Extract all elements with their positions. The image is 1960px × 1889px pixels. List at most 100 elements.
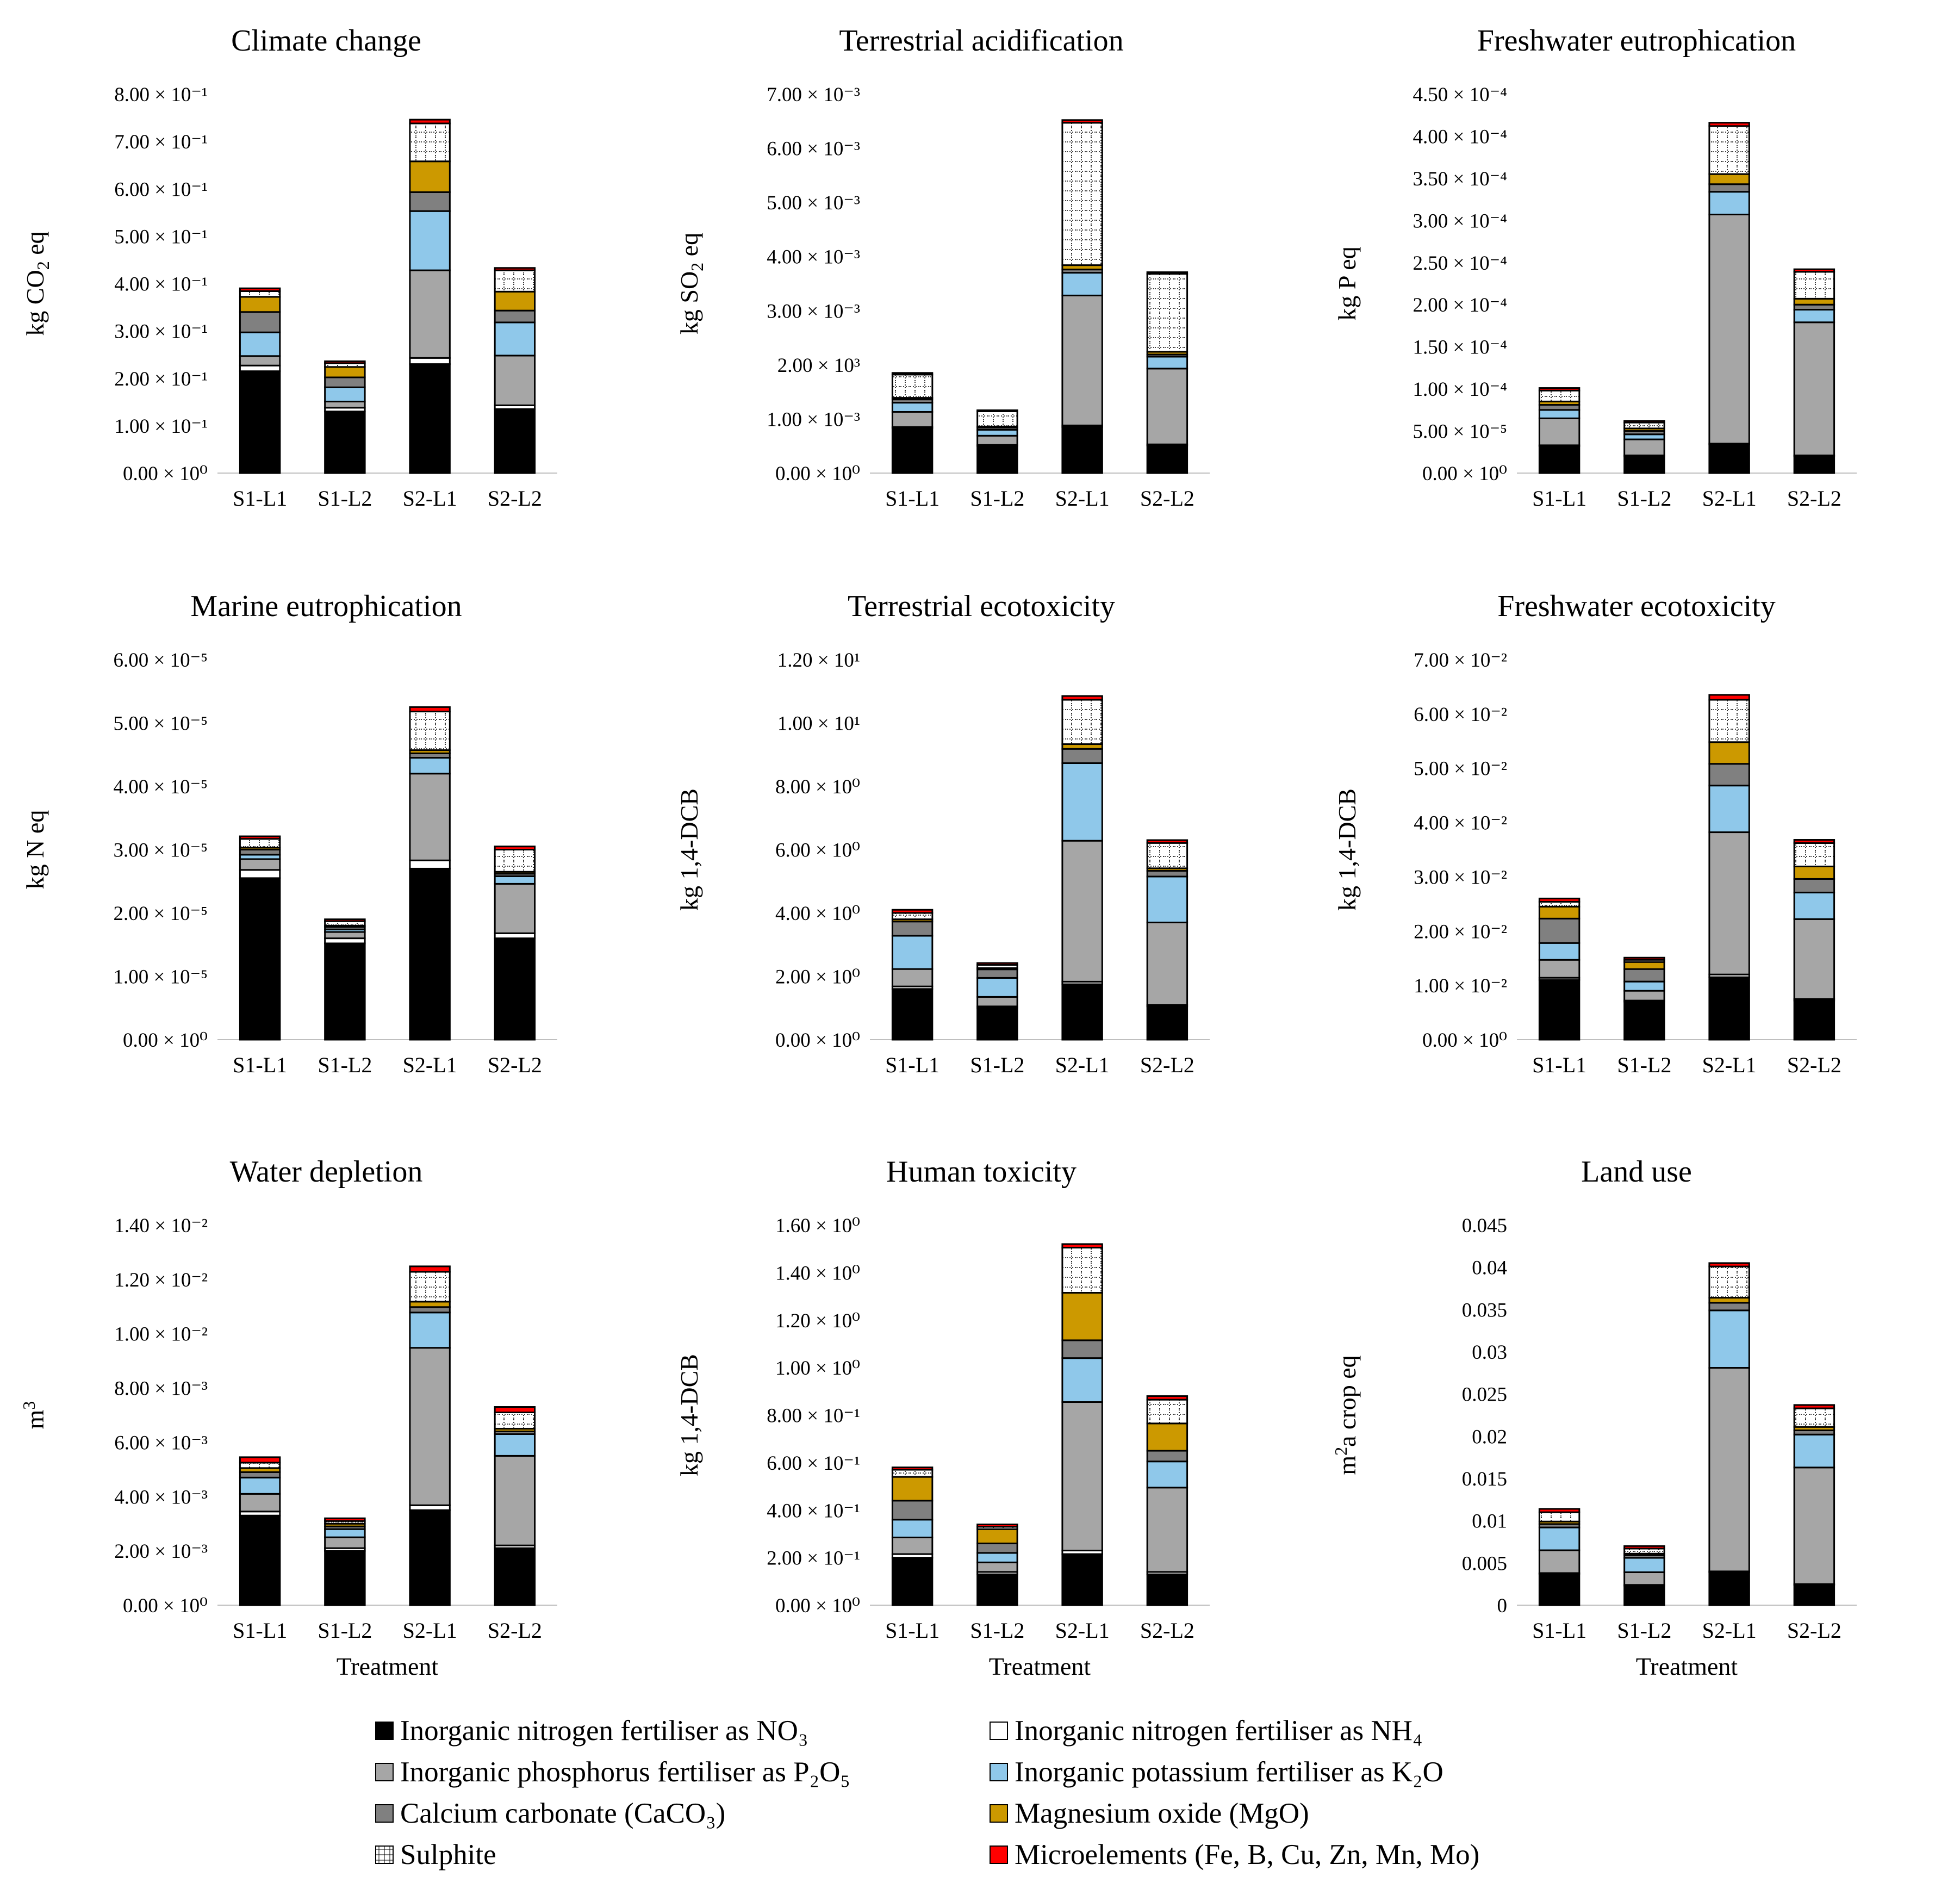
bar-segment-so3	[1061, 1247, 1103, 1294]
legend-item-k2o: Inorganic potassium fertiliser as K₂O	[990, 1753, 1443, 1791]
y-tick-label: 0.03	[1472, 1341, 1507, 1364]
y-tick-label: 3.00 × 10⁻²	[1414, 866, 1507, 888]
y-axis-title: kg SO2 eq	[675, 233, 707, 334]
y-tick-label: 1.00 × 10⁻²	[1414, 975, 1507, 997]
y-tick-label: 8.00 × 10⁻¹	[114, 84, 208, 106]
x-tick-label: S2-L1	[1702, 1618, 1757, 1643]
bar-S1-L1	[1538, 387, 1581, 474]
y-tick-label: 2.00 × 10⁻¹	[114, 368, 208, 390]
legend-item-caco3: Calcium carbonate (CaCO₃)	[375, 1794, 725, 1832]
y-tick-label: 0.00 × 10⁰	[123, 1595, 208, 1617]
bar-segment-k2o	[976, 977, 1018, 998]
x-tick-label: S1-L2	[970, 1053, 1024, 1077]
y-tick-label: 2.00 × 10⁰	[775, 966, 860, 989]
bar-segment-p2o5	[891, 411, 934, 428]
bar-segment-mgo	[976, 1528, 1018, 1544]
bar-segment-k2o	[891, 935, 934, 970]
bar-S1-L1	[891, 909, 934, 1041]
bar-segment-no3	[1538, 979, 1581, 1041]
legend-label: Magnesium oxide (MgO)	[1015, 1798, 1309, 1829]
bar-segment-k2o	[494, 875, 536, 885]
y-tick-label: 2.50 × 10⁻⁴	[1413, 252, 1507, 275]
bar-S2-L1	[1708, 122, 1750, 474]
chart-climate-change: Climate change 0.00 × 10⁰ 1.00 × 10⁻¹ 2.00 …	[21, 24, 557, 511]
x-tick-label: S2-L2	[488, 486, 542, 511]
bar-S1-L1	[1538, 897, 1581, 1041]
bar-segment-no3	[239, 1514, 281, 1606]
bar-segment-mgo	[1623, 961, 1665, 970]
x-tick-label: S2-L2	[1787, 1618, 1841, 1643]
y-tick-label: 4.00 × 10⁻⁵	[113, 776, 208, 798]
bar-segment-no3	[494, 1547, 536, 1606]
bar-S2-L1	[1061, 1243, 1103, 1606]
bar-segment-so3	[1146, 842, 1189, 869]
y-tick-label: 6.00 × 10⁻⁵	[113, 649, 208, 672]
bar-segment-caco3	[1708, 763, 1750, 787]
bar-segment-so3	[1793, 1407, 1835, 1428]
bar-segment-mgo	[239, 296, 281, 313]
bar-segment-no3	[1623, 455, 1665, 474]
y-tick-label: 2.00 × 10⁻²	[1414, 921, 1507, 943]
bar-segment-caco3	[1061, 1339, 1103, 1359]
x-tick-label: S1-L2	[318, 486, 372, 511]
bar-S2-L2	[1146, 271, 1189, 474]
bar-segment-p2o5	[1538, 417, 1581, 446]
x-tick-label: S1-L1	[885, 1618, 939, 1643]
chart-freshwater-ecotoxicity: Freshwater ecotoxicity 0.00 × 10⁰ 1.00 × 1…	[1333, 589, 1857, 1077]
y-tick-label: 7.00 × 10⁻¹	[114, 131, 208, 153]
y-tick-label: 6.00 × 10⁻³	[114, 1432, 208, 1454]
bar-segment-no3	[494, 408, 536, 474]
bar-segment-no3	[324, 1550, 366, 1606]
bar-segment-no3	[409, 1509, 451, 1606]
bar-segment-p2o5	[494, 1455, 536, 1546]
bar-segment-p2o5	[1708, 831, 1750, 975]
y-tick-label: 4.00 × 10⁻¹	[114, 274, 208, 296]
y-tick-label: 2.00 × 10⁻⁴	[1413, 294, 1507, 316]
chart-title: Human toxicity	[886, 1155, 1077, 1189]
chart-title: Climate change	[231, 24, 421, 58]
legend-label: Inorganic phosphorus fertiliser as P₂O₅	[400, 1756, 850, 1788]
bar-segment-caco3	[1708, 183, 1750, 193]
y-tick-label: 2.00 × 10⁻¹	[767, 1548, 860, 1570]
bar-segment-so3	[1793, 842, 1835, 867]
x-tick-label: S1-L1	[233, 1053, 287, 1077]
bar-segment-k2o	[409, 757, 451, 775]
bar-segment-no3	[1708, 976, 1750, 1041]
bar-segment-no3	[1146, 1573, 1189, 1606]
legend-label: Sulphite	[400, 1839, 496, 1871]
bar-segment-k2o	[494, 1433, 536, 1457]
bar-segment-no3	[1146, 1005, 1189, 1041]
bar-segment-nh4	[239, 364, 281, 372]
chart-title: Freshwater ecotoxicity	[1497, 589, 1776, 623]
bar-segment-k2o	[409, 1312, 451, 1349]
bar-segment-k2o	[494, 321, 536, 357]
bar-segment-micro	[494, 267, 536, 271]
bar-segment-caco3	[1623, 968, 1665, 983]
bar-segment-p2o5	[1793, 1467, 1835, 1585]
bar-segment-p2o5	[409, 1347, 451, 1506]
y-tick-label: 1.20 × 10⁻²	[114, 1269, 208, 1291]
bar-segment-micro	[1623, 956, 1665, 961]
chart-title: Freshwater eutrophication	[1477, 24, 1796, 58]
x-tick-label: S2-L2	[1140, 1618, 1194, 1643]
bar-segment-so3	[1538, 1511, 1581, 1523]
bar-segment-so3	[494, 1412, 536, 1430]
y-tick-label: 8.00 × 10⁻¹	[767, 1405, 860, 1427]
bar-segment-mgo	[891, 1476, 934, 1502]
bar-segment-so3	[409, 122, 451, 163]
bar-segment-p2o5	[1793, 918, 1835, 1000]
bar-segment-k2o	[1146, 875, 1189, 923]
bar-segment-p2o5	[1146, 1487, 1189, 1573]
bar-segment-caco3	[891, 921, 934, 937]
y-tick-label: 4.00 × 10⁻¹	[767, 1500, 860, 1522]
y-tick-label: 6.00 × 10⁰	[775, 840, 860, 862]
bar-segment-no3	[976, 445, 1018, 474]
bar-segment-micro	[976, 962, 1018, 966]
bar-segment-caco3	[1708, 1302, 1750, 1312]
bar-segment-mgo	[1538, 905, 1581, 919]
bar-segment-micro	[409, 119, 451, 125]
chart-title: Marine eutrophication	[190, 589, 462, 623]
y-tick-label: 6.00 × 10⁻¹	[767, 1452, 860, 1475]
legend-item-mgo: Magnesium oxide (MgO)	[990, 1794, 1309, 1832]
bar-segment-p2o5	[239, 355, 281, 366]
